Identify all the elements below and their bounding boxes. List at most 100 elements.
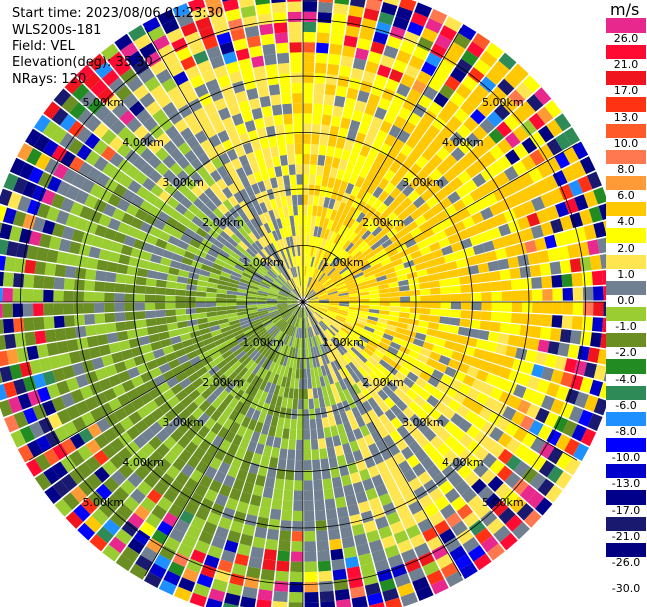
radar-gate bbox=[276, 560, 290, 572]
radar-gate bbox=[134, 419, 149, 434]
radar-gate bbox=[135, 319, 147, 329]
radar-gate bbox=[414, 2, 432, 18]
radar-gate bbox=[597, 237, 606, 254]
radar-gate bbox=[72, 83, 90, 101]
radar-gate bbox=[342, 215, 352, 227]
radar-gate bbox=[183, 89, 198, 104]
radar-gate bbox=[0, 366, 13, 383]
radar-gate bbox=[161, 203, 175, 216]
radar-gate bbox=[187, 372, 200, 384]
radar-gate bbox=[197, 317, 208, 325]
radar-gate bbox=[515, 82, 533, 100]
radar-gate bbox=[359, 304, 370, 309]
radar-gate bbox=[383, 0, 400, 6]
radar-gate bbox=[400, 592, 419, 607]
radar-gate bbox=[351, 406, 361, 419]
radar-gate bbox=[287, 303, 298, 307]
radar-gate bbox=[562, 302, 574, 315]
radar-gate bbox=[291, 541, 303, 552]
radar-gate bbox=[512, 125, 529, 143]
radar-gate bbox=[197, 179, 210, 192]
radar-gate bbox=[395, 165, 409, 179]
radar-gate bbox=[65, 213, 79, 228]
radar-gate bbox=[489, 270, 501, 282]
radar-gate bbox=[2, 303, 13, 318]
radar-gate bbox=[306, 358, 310, 369]
radar-gate bbox=[354, 176, 365, 188]
radar-gate bbox=[512, 478, 529, 496]
radar-gate bbox=[170, 383, 184, 395]
radar-gate bbox=[170, 335, 182, 345]
radar-gate bbox=[292, 398, 298, 410]
radar-gate bbox=[377, 426, 390, 439]
radar-gate bbox=[81, 359, 95, 373]
radar-gate bbox=[382, 262, 394, 271]
radar-gate bbox=[205, 297, 217, 302]
radar-gate bbox=[367, 592, 384, 606]
radar-gate bbox=[279, 448, 288, 460]
radar-gate bbox=[134, 465, 150, 481]
radar-gate bbox=[185, 190, 198, 203]
radar-gate bbox=[142, 116, 158, 132]
radar-gate bbox=[283, 323, 291, 334]
radar-gate bbox=[308, 297, 319, 301]
radar-gate bbox=[275, 331, 284, 341]
radar-gate bbox=[265, 63, 278, 76]
radar-gate bbox=[453, 391, 467, 404]
radar-gate bbox=[386, 35, 403, 50]
radar-gate bbox=[519, 266, 532, 278]
radar-gate bbox=[351, 197, 362, 209]
radar-gate bbox=[359, 335, 370, 344]
radar-gate bbox=[207, 248, 219, 258]
radar-gate bbox=[256, 299, 267, 302]
radar-gate bbox=[401, 548, 417, 564]
radar-gate bbox=[233, 510, 247, 524]
radar-gate bbox=[132, 59, 150, 76]
radar-gate bbox=[327, 267, 336, 277]
radar-gate bbox=[322, 104, 334, 116]
radar-gate bbox=[140, 546, 158, 563]
radar-gate bbox=[173, 495, 189, 510]
radar-gate bbox=[404, 558, 422, 573]
radar-gate bbox=[316, 540, 330, 552]
radar-gate bbox=[283, 489, 294, 501]
radar-gate bbox=[339, 355, 349, 367]
radar-gate bbox=[408, 277, 419, 285]
radar-gate bbox=[66, 404, 81, 420]
radar-gate bbox=[351, 359, 362, 370]
radar-gate bbox=[284, 185, 292, 196]
radar-gate bbox=[262, 43, 276, 56]
radar-gate bbox=[315, 52, 328, 64]
radar-gate bbox=[257, 464, 268, 477]
radar-gate bbox=[499, 269, 511, 281]
radar-gate bbox=[358, 553, 373, 566]
radar-gate bbox=[91, 235, 104, 248]
radar-gate bbox=[350, 185, 361, 198]
radar-gate bbox=[105, 271, 117, 283]
radar-gate bbox=[318, 570, 333, 582]
radar-gate bbox=[294, 276, 299, 287]
radar-gate bbox=[497, 432, 513, 448]
radar-gate bbox=[232, 329, 244, 337]
radar-gate bbox=[117, 126, 133, 142]
radar-gate bbox=[377, 389, 389, 401]
radar-gate bbox=[514, 242, 528, 256]
radar-gate bbox=[254, 388, 264, 401]
radar-gate bbox=[156, 132, 171, 147]
radar-gate bbox=[342, 203, 352, 216]
radar-gate bbox=[382, 333, 394, 342]
radar-gate bbox=[383, 45, 399, 59]
radar-gate bbox=[410, 344, 423, 354]
radar-gate bbox=[379, 306, 390, 311]
radar-gate bbox=[308, 266, 313, 277]
radar-gate bbox=[403, 419, 416, 433]
radar-gate bbox=[323, 228, 331, 240]
radar-gate bbox=[0, 303, 3, 318]
radar-gate bbox=[317, 560, 332, 572]
radar-gate bbox=[519, 484, 537, 502]
radar-gate bbox=[485, 250, 498, 262]
radar-gate bbox=[61, 438, 77, 455]
radar-gate bbox=[422, 85, 438, 101]
radar-gate bbox=[495, 247, 508, 260]
radar-gate bbox=[449, 317, 461, 326]
